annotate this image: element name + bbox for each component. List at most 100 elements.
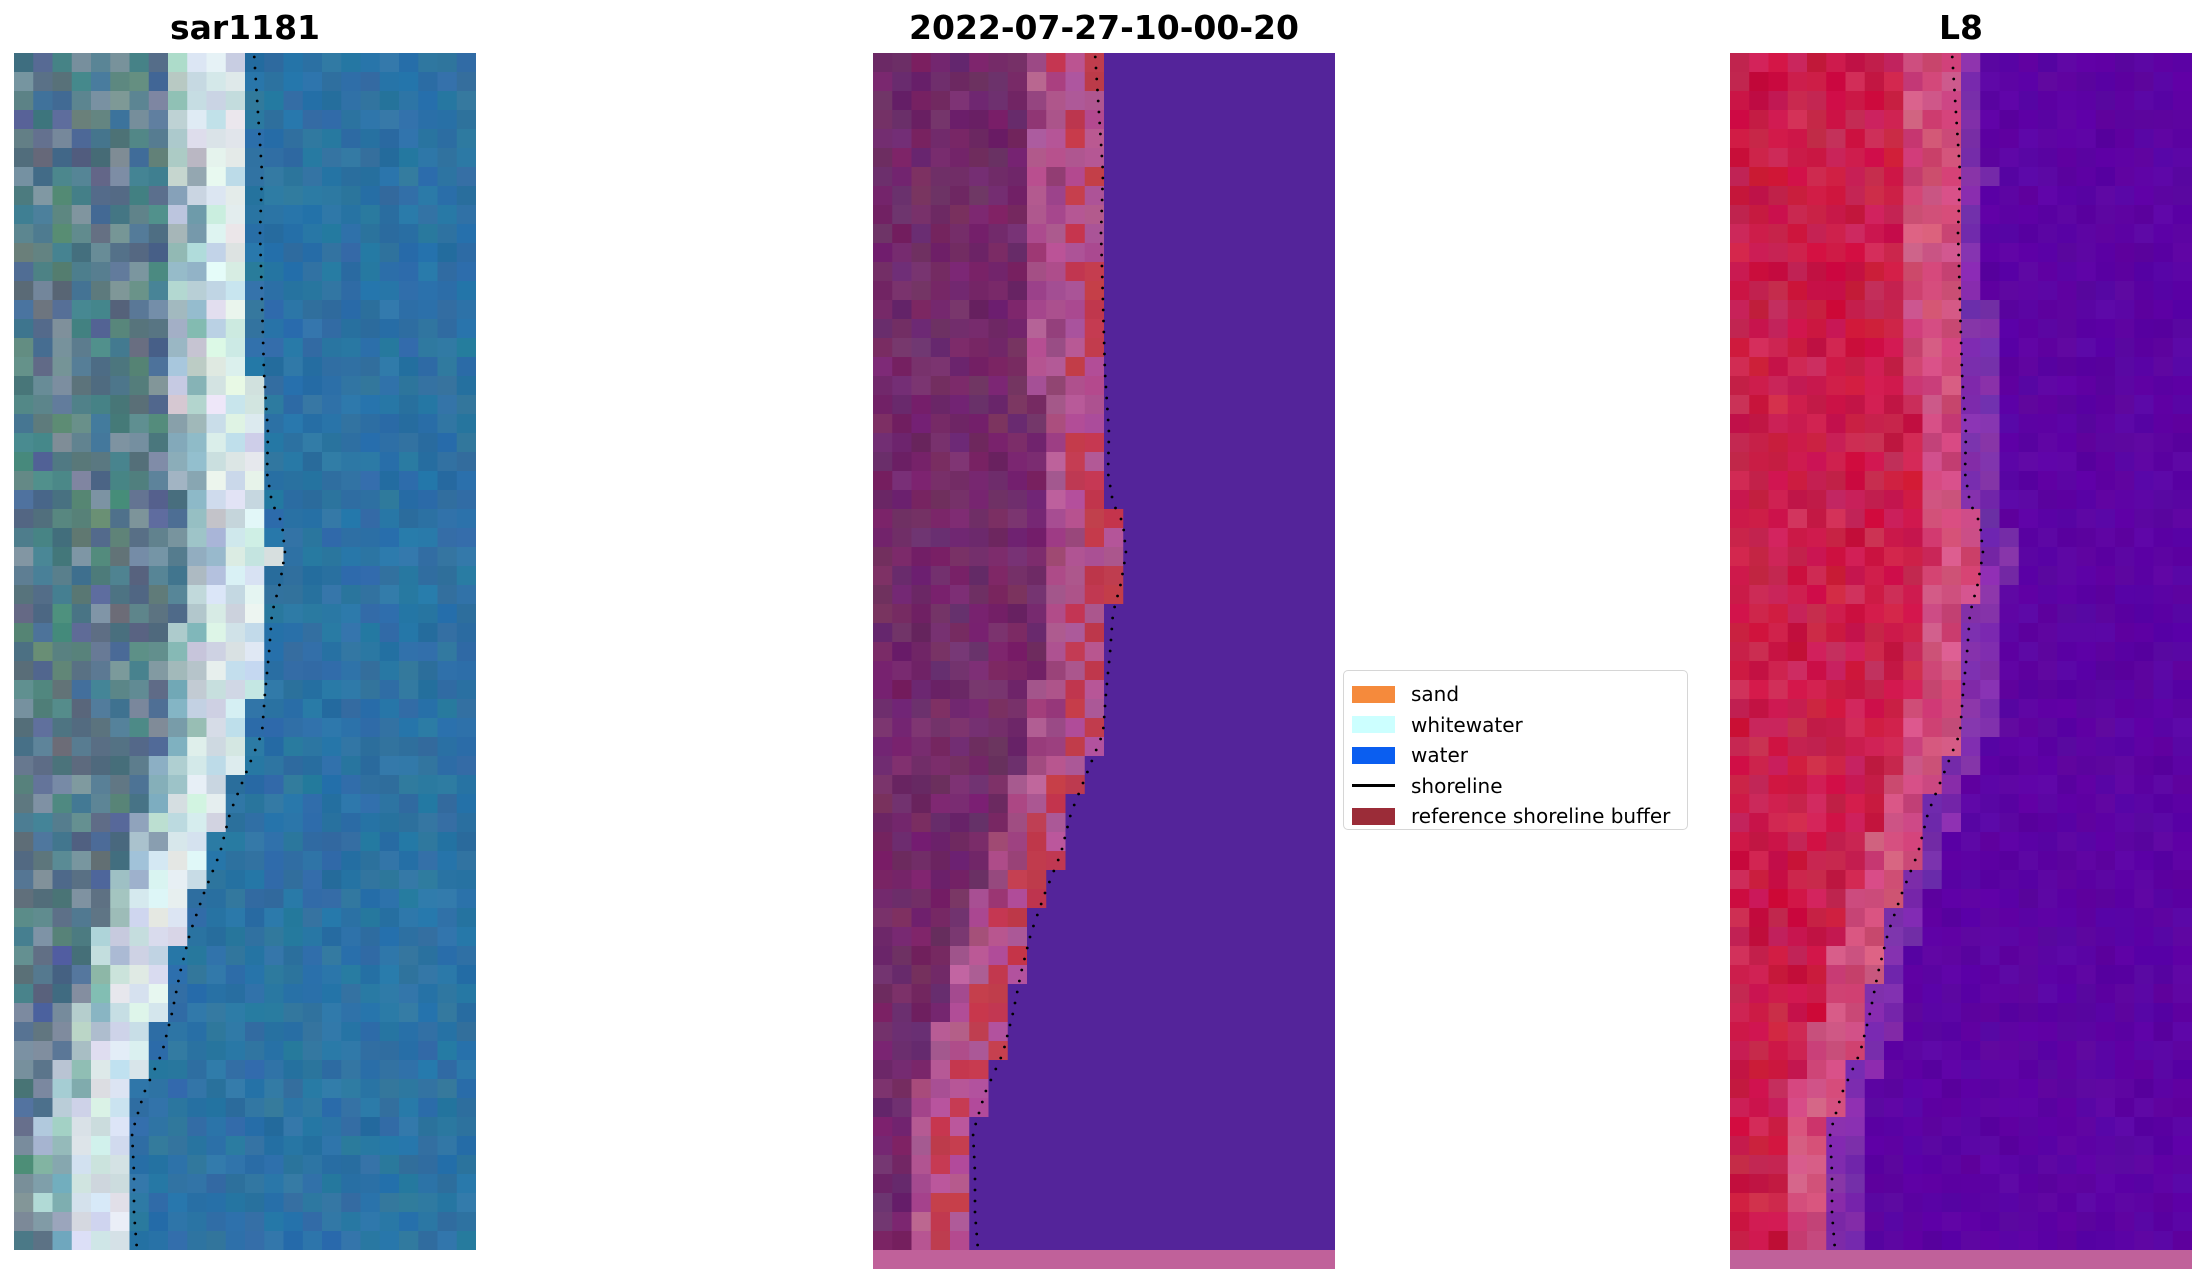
shoreline-point — [1068, 814, 1072, 818]
shoreline-point — [1831, 1122, 1835, 1126]
shoreline-point — [1963, 462, 1967, 466]
shoreline-point — [245, 770, 248, 774]
shoreline-point — [1104, 385, 1108, 389]
shoreline-point — [1101, 308, 1105, 312]
shoreline-point — [1106, 407, 1109, 411]
legend-swatch-sand — [1352, 685, 1395, 703]
shoreline-point — [1122, 528, 1126, 532]
shoreline-point — [1856, 1056, 1860, 1060]
shoreline-point — [1837, 1100, 1841, 1104]
shoreline-point — [1105, 396, 1109, 400]
shoreline-point — [259, 275, 263, 279]
shoreline-point — [1831, 1221, 1835, 1225]
shoreline-point — [1066, 825, 1069, 829]
shoreline-point — [262, 363, 266, 367]
shoreline-point — [1960, 352, 1963, 356]
shoreline-point — [1107, 440, 1111, 444]
shoreline-point — [1957, 209, 1961, 213]
shoreline-point — [1958, 165, 1961, 169]
shoreline-point — [1870, 1001, 1874, 1005]
shoreline-point — [260, 165, 263, 169]
legend-item-sand: sand — [1344, 679, 1687, 710]
shoreline-point — [198, 902, 202, 906]
shoreline-point — [1841, 1089, 1845, 1093]
shoreline-point — [259, 209, 263, 213]
shoreline-point — [219, 847, 223, 851]
shoreline-point — [266, 440, 270, 444]
shoreline-point — [1957, 275, 1961, 279]
shoreline-point — [1102, 330, 1106, 334]
shoreline-point — [170, 1012, 174, 1016]
shoreline-point — [1039, 902, 1043, 906]
shoreline-point — [263, 385, 267, 389]
shoreline-point — [1100, 198, 1104, 202]
classified-image-panel — [873, 53, 1335, 1269]
shoreline-point — [253, 66, 257, 70]
shoreline-point — [265, 671, 269, 675]
shoreline-point — [1964, 440, 1968, 444]
shoreline-point — [1106, 462, 1110, 466]
shoreline-point — [252, 55, 256, 59]
shoreline-point — [269, 495, 273, 499]
shoreline-point — [1913, 858, 1917, 862]
shoreline-point — [1851, 1067, 1855, 1071]
shoreline-point — [1093, 55, 1097, 59]
shoreline-point — [1108, 484, 1112, 488]
shoreline-point — [283, 550, 287, 554]
shoreline-point — [1976, 583, 1979, 587]
shoreline-point — [1119, 517, 1123, 521]
shoreline-point — [1956, 143, 1960, 147]
shoreline-point — [132, 1199, 136, 1203]
shoreline-point — [1920, 836, 1924, 840]
legend-item-shoreline: shoreline — [1344, 771, 1687, 802]
shoreline-point — [1100, 275, 1104, 279]
shoreline-point — [131, 1155, 135, 1159]
shoreline-point — [999, 1056, 1003, 1060]
shoreline-point — [1102, 319, 1105, 323]
shoreline-point — [174, 990, 178, 994]
shoreline-point — [282, 539, 286, 543]
shoreline-point — [975, 1232, 979, 1236]
shoreline-point — [260, 297, 264, 301]
shoreline-point — [262, 374, 266, 378]
shoreline-point — [261, 319, 264, 323]
shoreline-point — [1963, 473, 1967, 477]
shoreline-point — [1973, 594, 1976, 598]
shoreline-point — [1964, 451, 1967, 455]
shoreline-point — [259, 154, 263, 158]
shoreline-point — [225, 825, 228, 829]
shoreline-point — [177, 979, 180, 983]
legend-item-reference-buffer: reference shoreline buffer — [1344, 801, 1687, 832]
shoreline-point — [1095, 77, 1099, 81]
shoreline-point — [130, 1133, 134, 1137]
shoreline-point — [1846, 1078, 1850, 1082]
shoreline-point — [269, 627, 273, 631]
shoreline-point — [1954, 110, 1958, 114]
shoreline-point — [268, 638, 272, 642]
shoreline-point — [1956, 220, 1960, 224]
shoreline-point — [164, 1034, 168, 1038]
shoreline-point — [1951, 66, 1955, 70]
shoreline-point — [1094, 66, 1098, 70]
shoreline-point — [1124, 550, 1128, 554]
shoreline-point — [270, 616, 274, 620]
shoreline-point — [1101, 176, 1105, 180]
shoreline-point — [1828, 1133, 1832, 1137]
shoreline-point — [1968, 616, 1972, 620]
shoreline-point — [1917, 847, 1921, 851]
shoreline-point — [1060, 847, 1064, 851]
shoreline-point — [273, 506, 276, 510]
shoreline-point — [977, 1111, 981, 1115]
shoreline-point — [162, 1045, 165, 1049]
shoreline-point — [1868, 1012, 1872, 1016]
shoreline-point — [265, 407, 268, 411]
shoreline-point — [1110, 495, 1114, 499]
shoreline-point — [261, 715, 265, 719]
shoreline-point — [1905, 880, 1908, 884]
legend-label-whitewater: whitewater — [1411, 712, 1523, 737]
shoreline-point — [1090, 759, 1094, 763]
shoreline-point — [266, 660, 270, 664]
shoreline-point — [1043, 891, 1047, 895]
shoreline-point — [1106, 473, 1110, 477]
shoreline-point — [1958, 187, 1961, 191]
